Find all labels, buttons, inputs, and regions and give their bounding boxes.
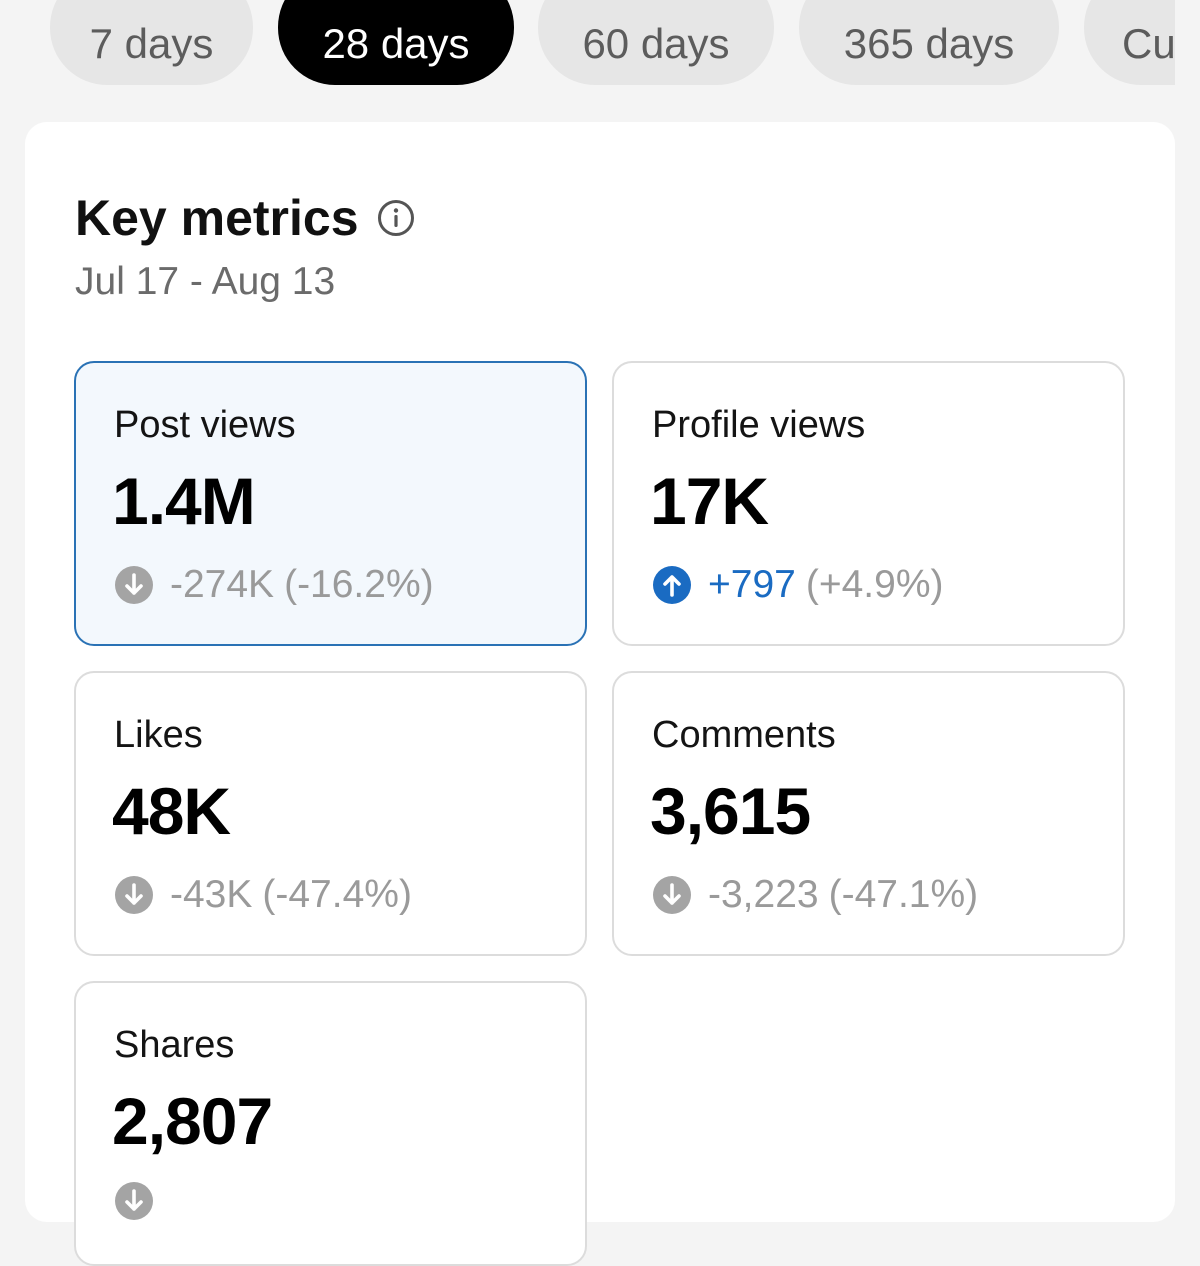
metric-value: 17K bbox=[650, 464, 769, 538]
metric-tile-profile-views[interactable]: Profile views 17K +797 (+4.9%) bbox=[612, 361, 1125, 646]
metric-label: Post views bbox=[114, 404, 296, 446]
tab-60-days[interactable]: 60 days bbox=[538, 0, 774, 85]
metric-change: -43K (-47.4%) bbox=[114, 871, 412, 919]
metric-change: +797 (+4.9%) bbox=[652, 561, 944, 609]
metric-delta: -3,223 bbox=[708, 873, 819, 916]
arrow-down-circle-icon bbox=[652, 875, 692, 915]
date-range-tabs: 7 days 28 days 60 days 365 days Cu bbox=[0, 0, 1175, 85]
metric-tile-likes[interactable]: Likes 48K -43K (-47.4%) bbox=[74, 671, 587, 956]
metric-change bbox=[114, 1181, 180, 1221]
info-circle-icon[interactable] bbox=[377, 199, 415, 237]
tab-28-days[interactable]: 28 days bbox=[278, 0, 514, 85]
metric-delta: +797 bbox=[708, 563, 796, 606]
metric-label: Comments bbox=[652, 714, 836, 756]
date-range-label: Jul 17 - Aug 13 bbox=[75, 260, 336, 303]
tab-custom[interactable]: Cu bbox=[1084, 0, 1175, 85]
tab-365-days[interactable]: 365 days bbox=[799, 0, 1059, 85]
arrow-down-circle-icon bbox=[114, 875, 154, 915]
metric-delta-percent: (-47.1%) bbox=[828, 873, 979, 916]
metric-delta-percent: (+4.9%) bbox=[805, 563, 944, 606]
arrow-up-circle-icon bbox=[652, 565, 692, 605]
metric-value: 48K bbox=[112, 774, 231, 848]
metric-delta-percent: (-16.2%) bbox=[284, 563, 434, 606]
arrow-down-circle-icon bbox=[114, 565, 154, 605]
metric-value: 2,807 bbox=[112, 1084, 273, 1158]
metric-value: 1.4M bbox=[112, 464, 256, 538]
tab-7-days[interactable]: 7 days bbox=[50, 0, 253, 85]
metric-delta: -274K bbox=[170, 563, 275, 606]
metric-delta-percent: (-47.4%) bbox=[262, 873, 412, 916]
metric-label: Likes bbox=[114, 714, 203, 756]
key-metrics-header: Key metrics bbox=[75, 188, 415, 248]
arrow-down-circle-icon bbox=[114, 1181, 154, 1221]
metric-value: 3,615 bbox=[650, 774, 811, 848]
key-metrics-title: Key metrics bbox=[75, 190, 359, 246]
metric-tile-post-views[interactable]: Post views 1.4M -274K (-16.2%) bbox=[74, 361, 587, 646]
metric-change: -274K (-16.2%) bbox=[114, 561, 434, 609]
metric-label: Profile views bbox=[652, 404, 866, 446]
key-metrics-card: Key metrics Jul 17 - Aug 13 Post views 1… bbox=[25, 122, 1175, 1266]
metric-label: Shares bbox=[114, 1024, 235, 1066]
metric-delta: -43K bbox=[170, 873, 253, 916]
metric-change: -3,223 (-47.1%) bbox=[652, 871, 978, 919]
metric-tile-shares[interactable]: Shares 2,807 bbox=[74, 981, 587, 1266]
metric-tile-comments[interactable]: Comments 3,615 -3,223 (-47.1%) bbox=[612, 671, 1125, 956]
